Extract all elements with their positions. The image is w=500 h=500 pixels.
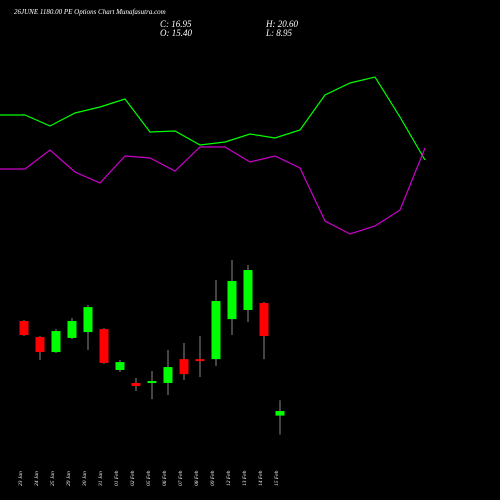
candle-body xyxy=(211,301,221,360)
x-tick-label: 02 Feb xyxy=(130,470,136,486)
x-tick-label: 06 Feb xyxy=(162,470,168,486)
stat-close: C: 16.95 xyxy=(160,19,192,29)
candle-body xyxy=(163,367,173,383)
candle-body xyxy=(99,329,109,363)
x-tick-label: 09 Feb xyxy=(210,470,216,486)
x-tick-label: 08 Feb xyxy=(194,470,200,486)
x-tick-label: 24 Jan xyxy=(33,471,40,486)
candle-body xyxy=(51,331,61,353)
x-tick-label: 29 Jan xyxy=(66,471,72,486)
x-tick-label: 30 Jan xyxy=(82,471,88,487)
x-tick-label: 13 Feb xyxy=(242,470,248,486)
candle-body xyxy=(83,307,93,333)
stat-open: O: 15.40 xyxy=(160,28,192,38)
x-tick-label: 23 Jan xyxy=(18,471,24,486)
candle-body xyxy=(147,381,157,384)
indicator-line xyxy=(0,146,426,235)
x-tick-label: 14 Feb xyxy=(257,470,264,486)
candle-body xyxy=(67,321,77,338)
candle-body xyxy=(115,362,125,370)
x-tick-label: 05 Feb xyxy=(146,470,152,486)
x-tick-label: 12 Feb xyxy=(226,470,232,486)
candle-body xyxy=(259,302,269,337)
candle-body xyxy=(131,382,141,387)
candle-body xyxy=(243,270,253,310)
x-tick-label: 01 Feb xyxy=(114,470,120,486)
chart-title: 26JUNE 1180.00 PE Options Chart Munafasu… xyxy=(14,8,166,16)
x-tick-label: 25 Jan xyxy=(50,471,56,486)
candle-body xyxy=(19,321,29,335)
candle-body xyxy=(227,281,237,320)
candle-body xyxy=(35,337,45,353)
candle-body xyxy=(195,359,205,362)
x-tick-label: 31 Jan xyxy=(98,471,104,487)
stat-high: H: 20.60 xyxy=(265,19,298,29)
candle-body xyxy=(275,411,285,416)
stat-low: L: 8.95 xyxy=(265,28,293,38)
x-tick-label: 07 Feb xyxy=(178,470,184,486)
candle-body xyxy=(179,359,189,375)
x-tick-label: 15 Feb xyxy=(274,470,280,486)
indicator-line xyxy=(0,76,426,161)
